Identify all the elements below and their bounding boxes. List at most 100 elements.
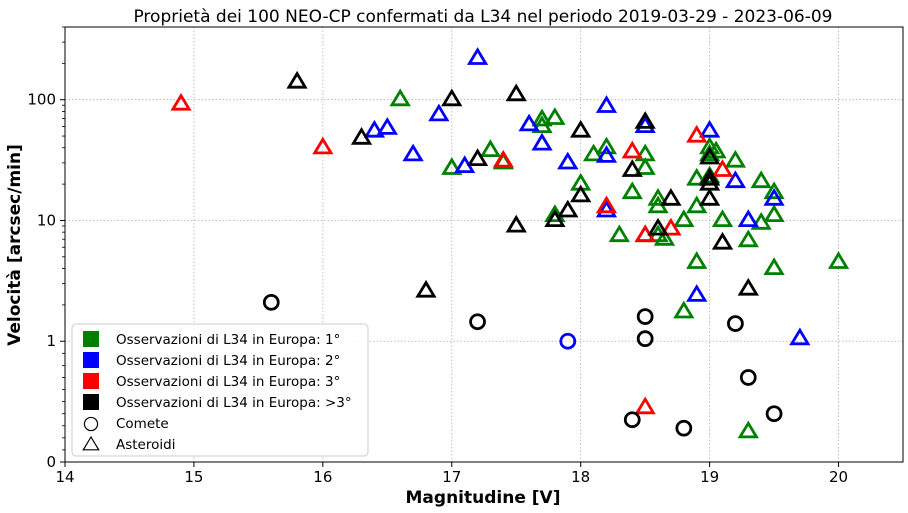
comet-point: [469, 313, 486, 331]
asteroid-point: [763, 204, 785, 223]
asteroid-point: [647, 187, 669, 206]
asteroid-point: [621, 159, 643, 177]
asteroid-point: [557, 151, 579, 170]
comet-point: [623, 411, 641, 429]
asteroid-point: [544, 107, 566, 125]
axis-ticks: 14 15 16 17 18 19 20 0 1 10 100: [27, 26, 848, 486]
asteroid-point: [402, 143, 424, 162]
asteroid-point: [673, 300, 695, 319]
comet-point: [636, 330, 654, 348]
asteroid-point: [428, 103, 450, 122]
legend: Osservazioni di L34 in Europa: 1° Osserva…: [71, 323, 369, 457]
asteroid-point: [557, 199, 579, 218]
asteroid-point: [363, 119, 386, 138]
y-tick-label: 100: [27, 91, 56, 109]
asteroid-point: [827, 251, 850, 269]
asteroid-point: [312, 136, 334, 155]
x-tick-label: 14: [55, 468, 74, 486]
asteroid-point: [441, 157, 463, 175]
asteroid-point: [711, 159, 734, 177]
asteroid-point: [286, 70, 308, 89]
asteroid-point: [595, 145, 618, 163]
x-tick-label: 19: [700, 468, 719, 486]
legend-label: Osservazioni di L34 in Europa: 2°: [116, 353, 340, 369]
asteroid-point: [492, 149, 514, 168]
comet-point: [739, 369, 757, 386]
asteroid-point: [634, 111, 656, 129]
asteroid-point: [595, 136, 618, 155]
asteroid-point: [608, 224, 630, 243]
legend-swatch: [83, 373, 99, 389]
asteroid-point: [570, 184, 592, 203]
plot-frame: [64, 26, 904, 463]
legend-label: Osservazioni di L34 in Europa: 3°: [116, 374, 340, 390]
asteroid-point: [737, 277, 759, 296]
asteroid-point: [466, 47, 489, 65]
y-tick-label: 0: [46, 453, 56, 471]
legend-circle-marker: [83, 416, 99, 432]
data-points: [170, 47, 850, 439]
asteroid-point: [634, 157, 656, 175]
y-tick-label: 1: [46, 332, 56, 350]
asteroid-point: [505, 214, 527, 233]
comet-point: [559, 332, 577, 350]
asteroid-point: [660, 187, 682, 206]
comet-point: [675, 419, 693, 437]
asteroid-point: [699, 167, 721, 186]
asteroid-point: [170, 92, 192, 111]
asteroid-point: [699, 187, 721, 206]
x-axis-label: Magnitudine [V]: [406, 488, 561, 508]
asteroid-point: [699, 146, 721, 165]
asteroid-point: [466, 148, 489, 167]
asteroid-point: [621, 181, 643, 200]
asteroid-point: [531, 108, 553, 127]
legend-frame: [71, 323, 369, 457]
x-tick-label: 15: [184, 468, 203, 486]
asteroid-point: [544, 209, 566, 228]
x-tick-label: 20: [829, 468, 848, 486]
asteroid-point: [699, 119, 721, 138]
comet-point: [765, 405, 783, 423]
comet-point: [262, 293, 280, 311]
asteroid-point: [634, 396, 656, 415]
comet-point: [636, 308, 654, 325]
legend-swatch: [83, 394, 99, 410]
legend-label: Asteroidi: [116, 437, 175, 453]
asteroid-point: [544, 204, 566, 223]
asteroid-point: [505, 83, 527, 102]
asteroid-point: [570, 119, 592, 138]
y-axis-label: Velocità [arcsec/min]: [5, 144, 25, 346]
asteroid-point: [595, 95, 618, 113]
legend-label: Osservazioni di L34 in Europa: 1°: [116, 332, 340, 348]
x-tick-label: 17: [442, 468, 461, 486]
asteroid-point: [673, 209, 695, 228]
asteroid-point: [621, 140, 643, 159]
legend-triangle-marker: [82, 435, 100, 451]
asteroid-point: [595, 199, 618, 218]
asteroid-point: [763, 257, 785, 276]
asteroid-point: [737, 420, 759, 439]
asteroid-point: [724, 170, 747, 189]
asteroid-point: [686, 167, 708, 186]
asteroid-point: [699, 143, 721, 162]
y-tick-label: 10: [37, 211, 56, 229]
asteroid-point: [711, 231, 734, 250]
legend-label: Osservazioni di L34 in Europa: >3°: [116, 395, 352, 411]
chart-title: Proprietà dei 100 NEO-CP confermati da L…: [133, 7, 832, 27]
legend-swatch: [83, 331, 99, 347]
x-tick-label: 18: [571, 468, 590, 486]
legend-label: Comete: [116, 416, 169, 432]
asteroid-point: [686, 284, 708, 302]
asteroid-point: [737, 209, 759, 228]
asteroid-point: [660, 217, 682, 236]
asteroid-point: [789, 327, 811, 346]
asteroid-point: [686, 124, 708, 143]
asteroid-point: [479, 139, 502, 158]
asteroid-point: [518, 113, 540, 132]
asteroid-point: [724, 149, 747, 168]
asteroid-point: [595, 195, 618, 214]
asteroid-point: [686, 251, 708, 269]
asteroid-point: [763, 181, 785, 200]
asteroid-point: [389, 88, 411, 107]
